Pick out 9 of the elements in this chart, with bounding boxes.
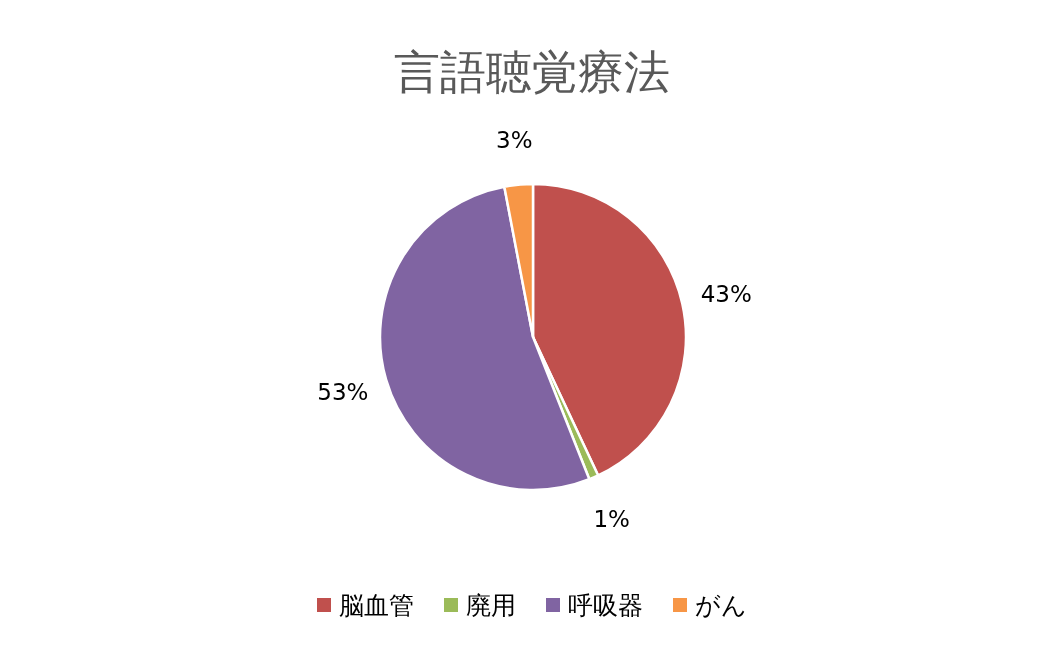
legend-label: 脳血管	[339, 591, 414, 620]
data-label: 43%	[700, 280, 752, 307]
chart-title: 言語聴覚療法	[394, 45, 670, 99]
data-label: 53%	[317, 379, 369, 406]
legend-label: 呼吸器	[568, 591, 643, 620]
data-label: 1%	[593, 505, 630, 532]
legend-label: 廃用	[466, 591, 516, 620]
data-label: 3%	[496, 126, 533, 153]
legend-label: がん	[695, 591, 747, 620]
